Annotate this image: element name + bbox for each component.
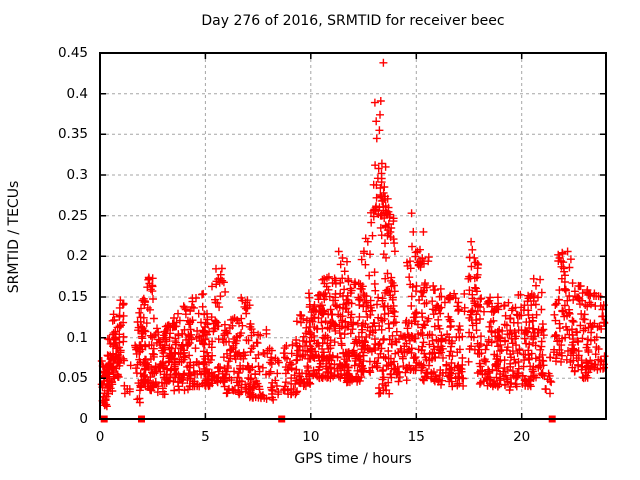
y-tick-label: 0.3 [66,167,88,183]
y-tick-label: 0.1 [66,329,88,346]
x-axis-label: GPS time / hours [294,451,412,467]
y-tick-label: 0.35 [57,126,88,143]
y-tick-label: 0.2 [66,248,88,265]
scatter-points [97,58,609,411]
y-tick-label: 0.15 [57,289,88,305]
y-tick-label: 0.05 [57,370,88,387]
x-tick-label: 0 [95,429,105,445]
y-tick-label: 0.4 [66,85,88,102]
chart-title: Day 276 of 2016, SRMTID for receiver bee… [201,13,505,29]
x-tick-label: 10 [302,429,320,445]
y-tick-label: 0.45 [57,45,88,61]
x-tick-label: 20 [513,429,531,445]
plot-border [99,52,607,420]
x-tick-label: 15 [407,429,425,445]
y-tick-label: 0 [79,411,88,427]
x-tick-label: 5 [201,429,210,445]
y-tick-label: 0.25 [57,207,88,224]
